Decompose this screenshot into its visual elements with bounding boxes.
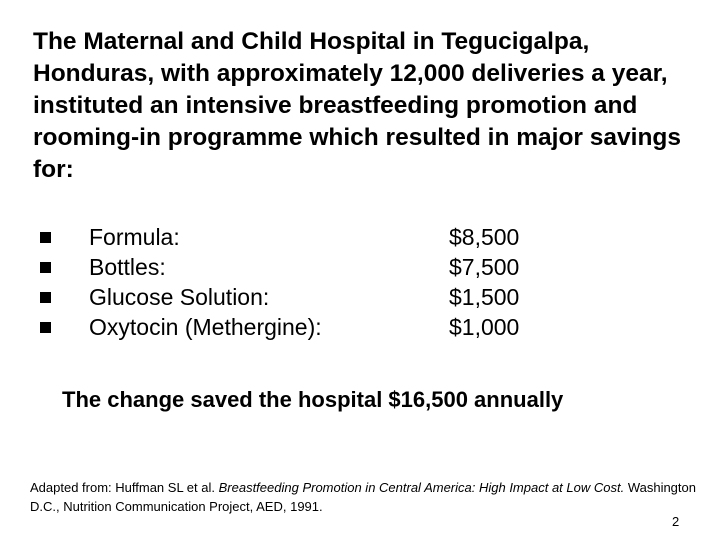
item-value: $8,500: [449, 224, 520, 250]
list-item: Oxytocin (Methergine): $1,000: [40, 312, 560, 342]
list-item: Glucose Solution: $1,500: [40, 282, 560, 312]
citation-prefix: Adapted from: Huffman SL et al.: [30, 480, 219, 495]
citation-title: Breastfeeding Promotion in Central Ameri…: [218, 480, 625, 495]
citation-suffix: Washington D.C., Nutrition Communication…: [30, 480, 696, 514]
item-value: $1,000: [449, 314, 520, 340]
square-bullet-icon: [40, 292, 51, 303]
square-bullet-icon: [40, 322, 51, 333]
square-bullet-icon: [40, 232, 51, 243]
citation: Adapted from: Huffman SL et al. Breastfe…: [30, 478, 700, 516]
item-label: Oxytocin (Methergine):: [89, 314, 322, 340]
square-bullet-icon: [40, 262, 51, 273]
page-number: 2: [672, 514, 680, 529]
list-item: Formula: $8,500: [40, 222, 560, 252]
summary-text: The change saved the hospital $16,500 an…: [62, 387, 564, 412]
intro-text: The Maternal and Child Hospital in Teguc…: [33, 28, 682, 183]
list-item: Bottles: $7,500: [40, 252, 560, 282]
item-value: $7,500: [449, 254, 520, 280]
item-value: $1,500: [449, 284, 520, 310]
item-label: Formula:: [89, 224, 180, 250]
item-label: Bottles:: [89, 254, 166, 280]
savings-list: Formula: $8,500 Bottles: $7,500 Glucose …: [40, 222, 560, 342]
item-label: Glucose Solution:: [89, 284, 270, 310]
